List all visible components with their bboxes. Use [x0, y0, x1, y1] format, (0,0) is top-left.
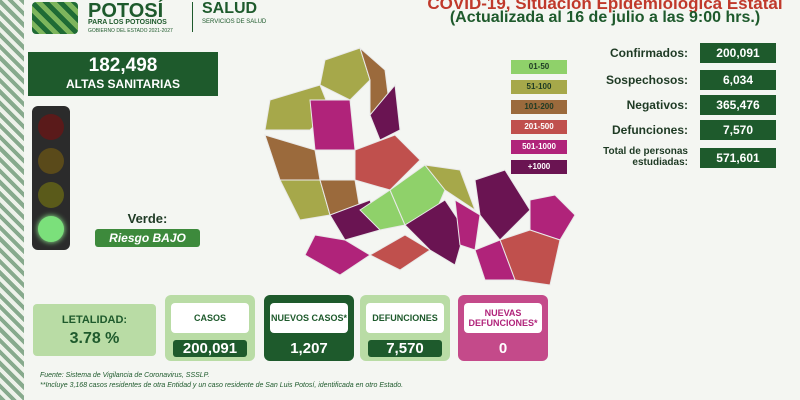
letalidad-box: LETALIDAD: 3.78 % [33, 304, 156, 356]
card-value: 200,091 [173, 340, 247, 357]
card-value: 0 [498, 340, 508, 357]
stat-value: 7,570 [700, 120, 776, 140]
stat-label: Sospechosos: [605, 73, 688, 87]
logo-gov: GOBIERNO DEL ESTADO 2021-2027 [88, 28, 173, 34]
legend-entry: 01-50 [511, 60, 567, 74]
lamp-green [38, 216, 64, 242]
logo-mark [32, 2, 78, 34]
stat-card: NUEVOS CASOS* 1,207 [264, 295, 354, 361]
stat-label: Negativos: [626, 98, 688, 112]
card-value: 1,207 [290, 340, 328, 357]
footnote: **Incluye 3,168 casos residentes de otra… [40, 382, 404, 389]
stat-card: CASOS 200,091 [165, 295, 255, 361]
semaforo-risk: Riesgo BAJO [95, 229, 200, 247]
stat-value: 6,034 [700, 70, 776, 90]
stat-value: 200,091 [700, 43, 776, 63]
legend-entry: +1000 [511, 160, 567, 174]
card-label: DEFUNCIONES [366, 303, 444, 333]
stat-card: DEFUNCIONES 7,570 [360, 295, 450, 361]
stat-card: NUEVAS DEFUNCIONES* 0 [458, 295, 548, 361]
stat-label: Defunciones: [611, 123, 688, 137]
stat-label: Confirmados: [610, 46, 688, 60]
card-label: CASOS [171, 303, 249, 333]
card-value: 7,570 [368, 340, 442, 357]
card-label: NUEVAS DEFUNCIONES* [464, 303, 542, 333]
agency-sub: SERVICIOS DE SALUD [202, 19, 267, 25]
legend-entry: 201-500 [511, 120, 567, 134]
agency: SALUD [202, 0, 258, 17]
state-map [264, 46, 576, 286]
letalidad-label: LETALIDAD: [61, 314, 128, 326]
altas-label: ALTAS SANITARIAS [66, 77, 180, 91]
legend-entry: 101-200 [511, 100, 567, 114]
subtitle: (Actualizada al 16 de julio a las 9:00 h… [449, 9, 761, 26]
lamp-red [38, 114, 64, 140]
lamp-orange [38, 148, 64, 174]
stat-value: 571,601 [700, 148, 776, 168]
legend-entry: 51-100 [511, 80, 567, 94]
stat-label: Total de personas estudiadas: [603, 146, 688, 168]
altas-value: 182,498 [88, 55, 158, 76]
side-pattern [0, 0, 24, 400]
traffic-light [32, 106, 70, 250]
title: COVID-19, Situación Epidemiológica Estat… [427, 0, 783, 13]
letalidad-value: 3.78 % [69, 330, 120, 347]
separator [192, 2, 193, 32]
legend-entry: 501-1000 [511, 140, 567, 154]
logo-tagline: PARA LOS POTOSINOS [88, 19, 167, 26]
altas-box: 182,498 ALTAS SANITARIAS [28, 52, 218, 96]
lamp-yellow [38, 182, 64, 208]
card-label: NUEVOS CASOS* [270, 303, 348, 333]
stat-value: 365,476 [700, 95, 776, 115]
semaforo-label: Verde: [127, 211, 168, 226]
logo-name: POTOSÍ [88, 0, 164, 22]
footnote: Fuente: Sistema de Vigilancia de Coronav… [40, 372, 210, 379]
